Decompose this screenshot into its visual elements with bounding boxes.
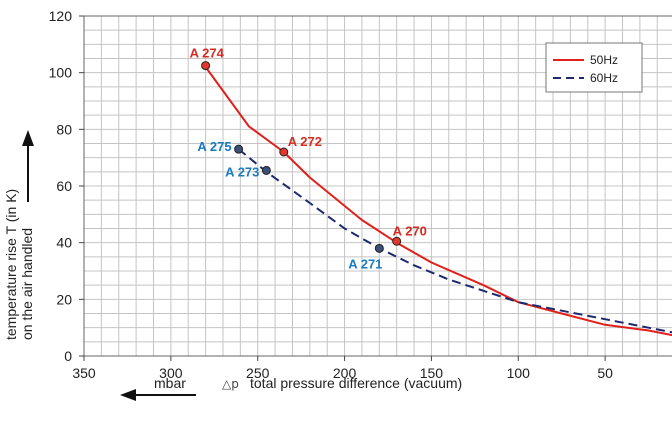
y-axis-label-line2: on the air handled (19, 228, 35, 340)
legend-box (545, 42, 643, 93)
y-axis-arrow-head (22, 130, 34, 146)
x-axis-unit: mbar (154, 375, 186, 391)
series-line-60hz (237, 148, 672, 334)
y-tick-label: 120 (49, 8, 73, 24)
point-label-a-272: A 272 (288, 134, 322, 149)
x-tick-label: 150 (420, 365, 444, 381)
x-axis-ticks: 350300250200150100500 (72, 356, 613, 381)
x-axis-arrow-head (120, 389, 136, 401)
y-axis-label-line1: temperature rise T (in K) (3, 189, 19, 340)
point-marker-a-270 (392, 236, 402, 246)
y-tick-label: 80 (56, 121, 72, 137)
x-tick-label: 100 (507, 365, 531, 381)
x-tick-label: 200 (333, 365, 357, 381)
y-tick-label: 20 (56, 291, 72, 307)
point-label-a-270: A 270 (393, 223, 427, 238)
x-tick-label: 250 (246, 365, 270, 381)
legend: 50Hz 60Hz (545, 42, 643, 93)
legend-label-50hz: 50Hz (590, 53, 618, 67)
point-label-a-275: A 275 (197, 139, 231, 154)
y-tick-label: 60 (56, 178, 72, 194)
x-axis-label: mbar △p total pressure difference (vacuu… (120, 375, 462, 401)
x-tick-label: 350 (72, 365, 96, 381)
y-axis-ticks: 0 20 40 60 80 100 120 (49, 8, 84, 364)
legend-label-60hz: 60Hz (590, 71, 618, 85)
point-label-a-271: A 271 (348, 256, 382, 271)
point-marker-a-272 (279, 147, 289, 157)
point-annotations: A 274 A 272 A 270 A 275 A 273 A 271 (190, 46, 427, 272)
x-tick-label: 300 (159, 365, 183, 381)
y-axis-label: temperature rise T (in K) on the air han… (3, 130, 35, 340)
x-axis-title: total pressure difference (vacuum) (250, 375, 462, 391)
y-tick-label: 40 (56, 235, 72, 251)
x-axis-symbol: △p (222, 377, 239, 391)
x-tick-label: 50 (597, 365, 613, 381)
point-marker-a-275 (234, 144, 244, 154)
y-tick-label: 100 (49, 65, 73, 81)
point-marker-a-273 (261, 165, 271, 175)
point-label-a-274: A 274 (190, 46, 225, 61)
point-marker-a-271 (374, 243, 384, 253)
y-tick-label: 0 (64, 348, 72, 364)
point-label-a-273: A 273 (225, 164, 259, 179)
point-marker-a-274 (201, 61, 211, 71)
